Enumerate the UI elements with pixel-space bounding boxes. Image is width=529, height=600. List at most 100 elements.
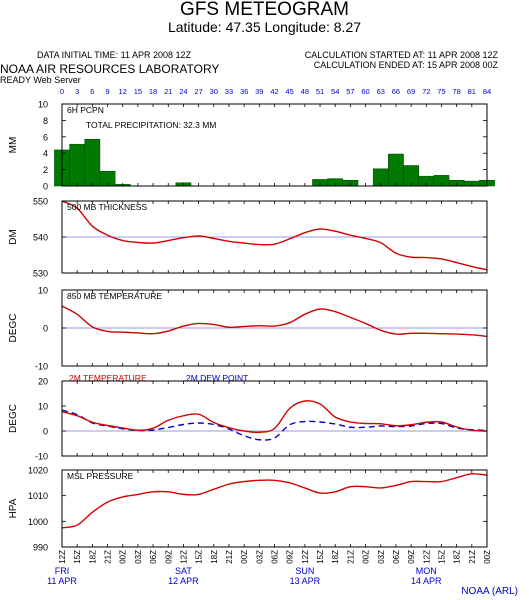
y-tick-label: 10 bbox=[38, 100, 48, 110]
y-tick-label: 0 bbox=[43, 182, 48, 192]
time-label: 12Z bbox=[422, 550, 431, 564]
forecast-hour-label: 15 bbox=[134, 87, 142, 96]
time-label: 21Z bbox=[225, 550, 234, 564]
pressure-panel: 990 1000 1010 1020 MSL PRESSURE HPA bbox=[8, 466, 488, 553]
time-label: 09Z bbox=[286, 550, 295, 564]
temperature-line bbox=[61, 400, 488, 434]
time-label: 12Z bbox=[301, 550, 310, 564]
legend-2m-temperature: 2M TEMPERATURE bbox=[69, 373, 147, 383]
day-date-label: 11 APR bbox=[47, 576, 77, 586]
y-tick-label: 1000 bbox=[28, 517, 48, 527]
calc-ended-label: CALCULATION ENDED AT: 15 APR 2008 00Z bbox=[313, 60, 498, 70]
panel-title: 6H PCPN bbox=[67, 105, 104, 115]
day-date-label: 13 APR bbox=[290, 576, 321, 586]
forecast-hour-label: 27 bbox=[194, 87, 202, 96]
series-line bbox=[61, 473, 488, 529]
forecast-hour-labels: 0 3 6 9 12 15 18 21 24 27 30 33 36 39 42 45 48 51 54 57 60 63… bbox=[60, 87, 491, 96]
y-tick-label: -10 bbox=[35, 452, 48, 462]
time-label: 09Z bbox=[407, 550, 416, 564]
time-label: 15Z bbox=[195, 550, 204, 564]
t2m-dewpoint-panel: 2M TEMPERATURE 2M DEW POINT -10 0 10 20 DEGC bbox=[8, 373, 488, 462]
forecast-hour-label: 48 bbox=[301, 87, 309, 96]
y-tick-label: 1010 bbox=[28, 491, 48, 501]
precip-bar bbox=[69, 143, 86, 187]
time-label: 18Z bbox=[88, 550, 97, 564]
time-label: 06Z bbox=[392, 550, 401, 564]
y-tick-label: 10 bbox=[38, 286, 48, 296]
time-label: 15Z bbox=[316, 550, 325, 564]
y-tick-label: 0 bbox=[43, 324, 48, 334]
time-label: 06Z bbox=[149, 550, 158, 564]
forecast-hour-label: 54 bbox=[331, 87, 339, 96]
y-axis-label: DEGC bbox=[8, 404, 19, 433]
time-label: 00Z bbox=[119, 550, 128, 564]
y-tick-label: 540 bbox=[33, 233, 48, 243]
y-tick-label: 990 bbox=[33, 543, 48, 553]
forecast-hour-label: 72 bbox=[422, 87, 430, 96]
thickness-panel: 530 540 550 500 MB THICKNESS DM bbox=[8, 197, 488, 279]
forecast-hour-label: 69 bbox=[407, 87, 415, 96]
forecast-hour-label: 45 bbox=[286, 87, 294, 96]
panel-frame bbox=[61, 103, 488, 187]
panel-annotation: TOTAL PRECIPITATION: 32.3 MM bbox=[86, 120, 216, 130]
time-label: 03Z bbox=[134, 550, 143, 564]
forecast-hour-label: 42 bbox=[270, 87, 278, 96]
y-tick-label: 550 bbox=[33, 197, 48, 207]
time-label: 00Z bbox=[483, 550, 492, 564]
y-tick-label: 2 bbox=[43, 165, 48, 175]
forecast-hour-label: 57 bbox=[346, 87, 354, 96]
day-name-label: SUN bbox=[295, 566, 314, 576]
y-tick-label: 4 bbox=[43, 149, 48, 159]
time-axis-labels: 12Z 15Z 18Z 21Z 00Z 03Z 06Z 09Z 12Z 15Z 18Z 21Z 00Z 0… bbox=[58, 550, 492, 564]
y-axis-label: HPA bbox=[8, 498, 19, 518]
time-label: 21Z bbox=[104, 550, 113, 564]
y-tick-label: 6 bbox=[43, 132, 48, 142]
forecast-hour-label: 30 bbox=[210, 87, 218, 96]
location-label: Latitude: 47.35 Longitude: 8.27 bbox=[167, 19, 362, 35]
time-label: 09Z bbox=[164, 550, 173, 564]
forecast-hour-label: 0 bbox=[60, 87, 64, 96]
t850-panel: -10 0 10 850 MB TEMPERATURE DEGC bbox=[8, 286, 488, 372]
y-axis-label: DM bbox=[8, 229, 19, 245]
init-time-label: DATA INITIAL TIME: 11 APR 2008 12Z bbox=[37, 50, 192, 60]
time-label: 00Z bbox=[240, 550, 249, 564]
series-line bbox=[61, 305, 488, 338]
y-tick-label: 0 bbox=[43, 427, 48, 437]
precip-bar bbox=[403, 165, 419, 187]
forecast-hour-label: 60 bbox=[361, 87, 369, 96]
time-label: 12Z bbox=[179, 550, 188, 564]
forecast-hour-label: 12 bbox=[119, 87, 127, 96]
time-label: 00Z bbox=[362, 550, 371, 564]
forecast-hour-label: 18 bbox=[149, 87, 157, 96]
time-label: 21Z bbox=[468, 550, 477, 564]
y-tick-label: 1020 bbox=[28, 466, 48, 476]
forecast-hour-label: 81 bbox=[468, 87, 476, 96]
time-label: 18Z bbox=[331, 550, 340, 564]
panel-title: MSL PRESSURE bbox=[67, 471, 134, 481]
forecast-hour-label: 24 bbox=[179, 87, 187, 96]
precip-panel: 0 2 4 6 8 10 6H PCPN TOTAL PRECIPITATION: 32.3 … bbox=[8, 100, 495, 192]
forecast-hour-label: 75 bbox=[437, 87, 445, 96]
y-axis-label: DEGC bbox=[8, 314, 19, 343]
footer-label: NOAA (ARL) bbox=[461, 586, 518, 597]
dewpoint-line bbox=[61, 409, 488, 441]
y-tick-label: 8 bbox=[43, 116, 48, 126]
panel-frame bbox=[61, 380, 488, 457]
day-name-label: MON bbox=[416, 566, 437, 576]
forecast-hour-label: 3 bbox=[75, 87, 79, 96]
time-label: 21Z bbox=[346, 550, 355, 564]
legend-2m-dew-point: 2M DEW POINT bbox=[186, 373, 248, 383]
time-label: 15Z bbox=[437, 550, 446, 564]
forecast-hour-label: 9 bbox=[105, 87, 109, 96]
y-tick-label: 530 bbox=[33, 269, 48, 279]
time-label: 15Z bbox=[73, 550, 82, 564]
precip-bar bbox=[84, 139, 101, 187]
calc-started-label: CALCULATION STARTED AT: 11 APR 2008 12Z bbox=[304, 50, 498, 60]
time-label: 18Z bbox=[453, 550, 462, 564]
series-line bbox=[61, 200, 488, 271]
panel-title: 500 MB THICKNESS bbox=[67, 202, 147, 212]
forecast-hour-label: 63 bbox=[377, 87, 385, 96]
forecast-hour-label: 33 bbox=[225, 87, 233, 96]
forecast-hour-label: 66 bbox=[392, 87, 400, 96]
